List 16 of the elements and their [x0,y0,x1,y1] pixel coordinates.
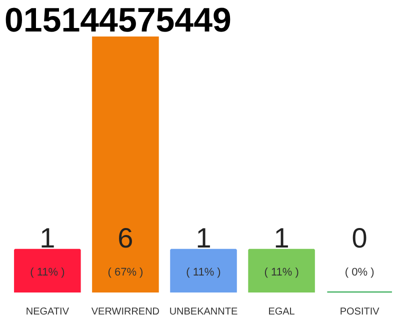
x-tick-label: UNBEKANNTE [169,306,238,318]
data-label: 6 [118,222,134,254]
annotation: ( 11% ) [264,266,299,278]
annotation: ( 67% ) [108,266,144,278]
x-tick-label: POSITIV [340,306,380,318]
x-tick-label: NEGATIV [26,306,70,318]
annotation: ( 11% ) [30,266,65,278]
annotation: ( 11% ) [186,266,221,278]
data-label: 1 [196,222,212,254]
annotation: ( 0% ) [344,266,374,278]
data-label: 0 [352,222,368,254]
data-label: 1 [40,222,56,254]
chart-title: 015144575449 [4,2,232,40]
x-tick-label: EGAL [268,306,296,318]
data-label: 1 [274,222,290,254]
x-tick-label: VERWIRREND [91,306,160,318]
